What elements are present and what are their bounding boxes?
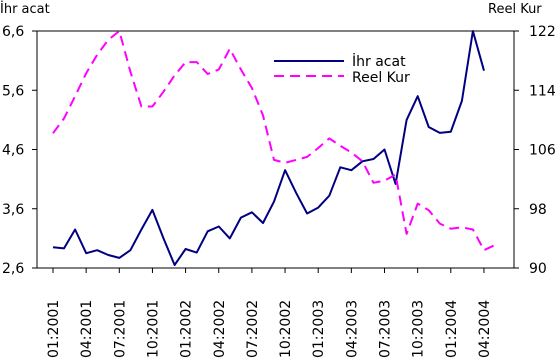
left-tick-label: 6,6 [2, 24, 24, 40]
right-axis-title: Reel Kur [488, 2, 542, 17]
x-tick-label: 04:2004 [477, 300, 493, 358]
x-tick-label: 04:2003 [344, 300, 360, 358]
x-tick-label: 01:2002 [179, 300, 195, 358]
left-tick-label: 5,6 [2, 83, 24, 99]
x-tick-label: 10:2002 [278, 300, 294, 358]
ihracat-series-line [52, 30, 485, 266]
x-tick-label: 01:2003 [311, 300, 327, 358]
x-tick-label: 07:2002 [245, 300, 261, 358]
right-tick-label: 90 [529, 261, 547, 277]
right-axis-ticks: 122 114 106 98 90 [514, 24, 556, 277]
x-axis-ticks: 01:2001 04:2001 07:2001 10:2001 01:2002 04:20… [46, 268, 493, 358]
legend-label-reel-kur: Reel Kur [352, 70, 410, 86]
right-tick-label: 114 [529, 83, 556, 99]
x-tick-label: 04:2002 [212, 300, 228, 358]
legend-label-ihracat: İhr acat [352, 52, 406, 70]
x-tick-label: 07:2003 [378, 300, 394, 358]
left-axis-title: İhr acat [0, 1, 50, 17]
x-tick-label: 01:2001 [46, 300, 62, 358]
left-tick-label: 3,6 [2, 202, 24, 218]
legend: İhr acat Reel Kur [274, 52, 410, 86]
plot-frame [36, 30, 515, 269]
x-tick-label: 10:2001 [145, 300, 161, 358]
x-tick-label: 07:2001 [112, 300, 128, 358]
right-tick-label: 122 [529, 24, 556, 40]
reel-kur-series-line [52, 30, 496, 252]
left-tick-label: 2,6 [2, 261, 24, 277]
left-tick-label: 4,6 [2, 143, 24, 159]
x-tick-label: 01:2004 [444, 300, 460, 358]
x-tick-label: 04:2001 [79, 300, 95, 358]
left-axis-ticks: 6,6 5,6 4,6 3,6 2,6 [2, 24, 37, 277]
right-tick-label: 106 [529, 143, 556, 159]
x-tick-label: 10:2003 [411, 300, 427, 358]
right-tick-label: 98 [529, 202, 547, 218]
